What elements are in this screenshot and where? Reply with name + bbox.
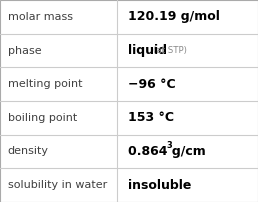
Text: 3: 3	[167, 141, 173, 150]
Text: density: density	[8, 146, 49, 157]
Text: 120.19 g/mol: 120.19 g/mol	[128, 10, 220, 23]
Text: 0.864 g/cm: 0.864 g/cm	[128, 145, 205, 158]
Text: boiling point: boiling point	[8, 113, 77, 123]
Text: −96 °C: −96 °C	[128, 78, 175, 91]
Text: solubility in water: solubility in water	[8, 180, 107, 190]
Text: melting point: melting point	[8, 79, 82, 89]
Text: 153 °C: 153 °C	[128, 111, 174, 124]
Text: (at STP): (at STP)	[153, 46, 187, 55]
Text: phase: phase	[8, 45, 41, 56]
Text: molar mass: molar mass	[8, 12, 73, 22]
Text: liquid: liquid	[128, 44, 167, 57]
Text: insoluble: insoluble	[128, 179, 191, 192]
